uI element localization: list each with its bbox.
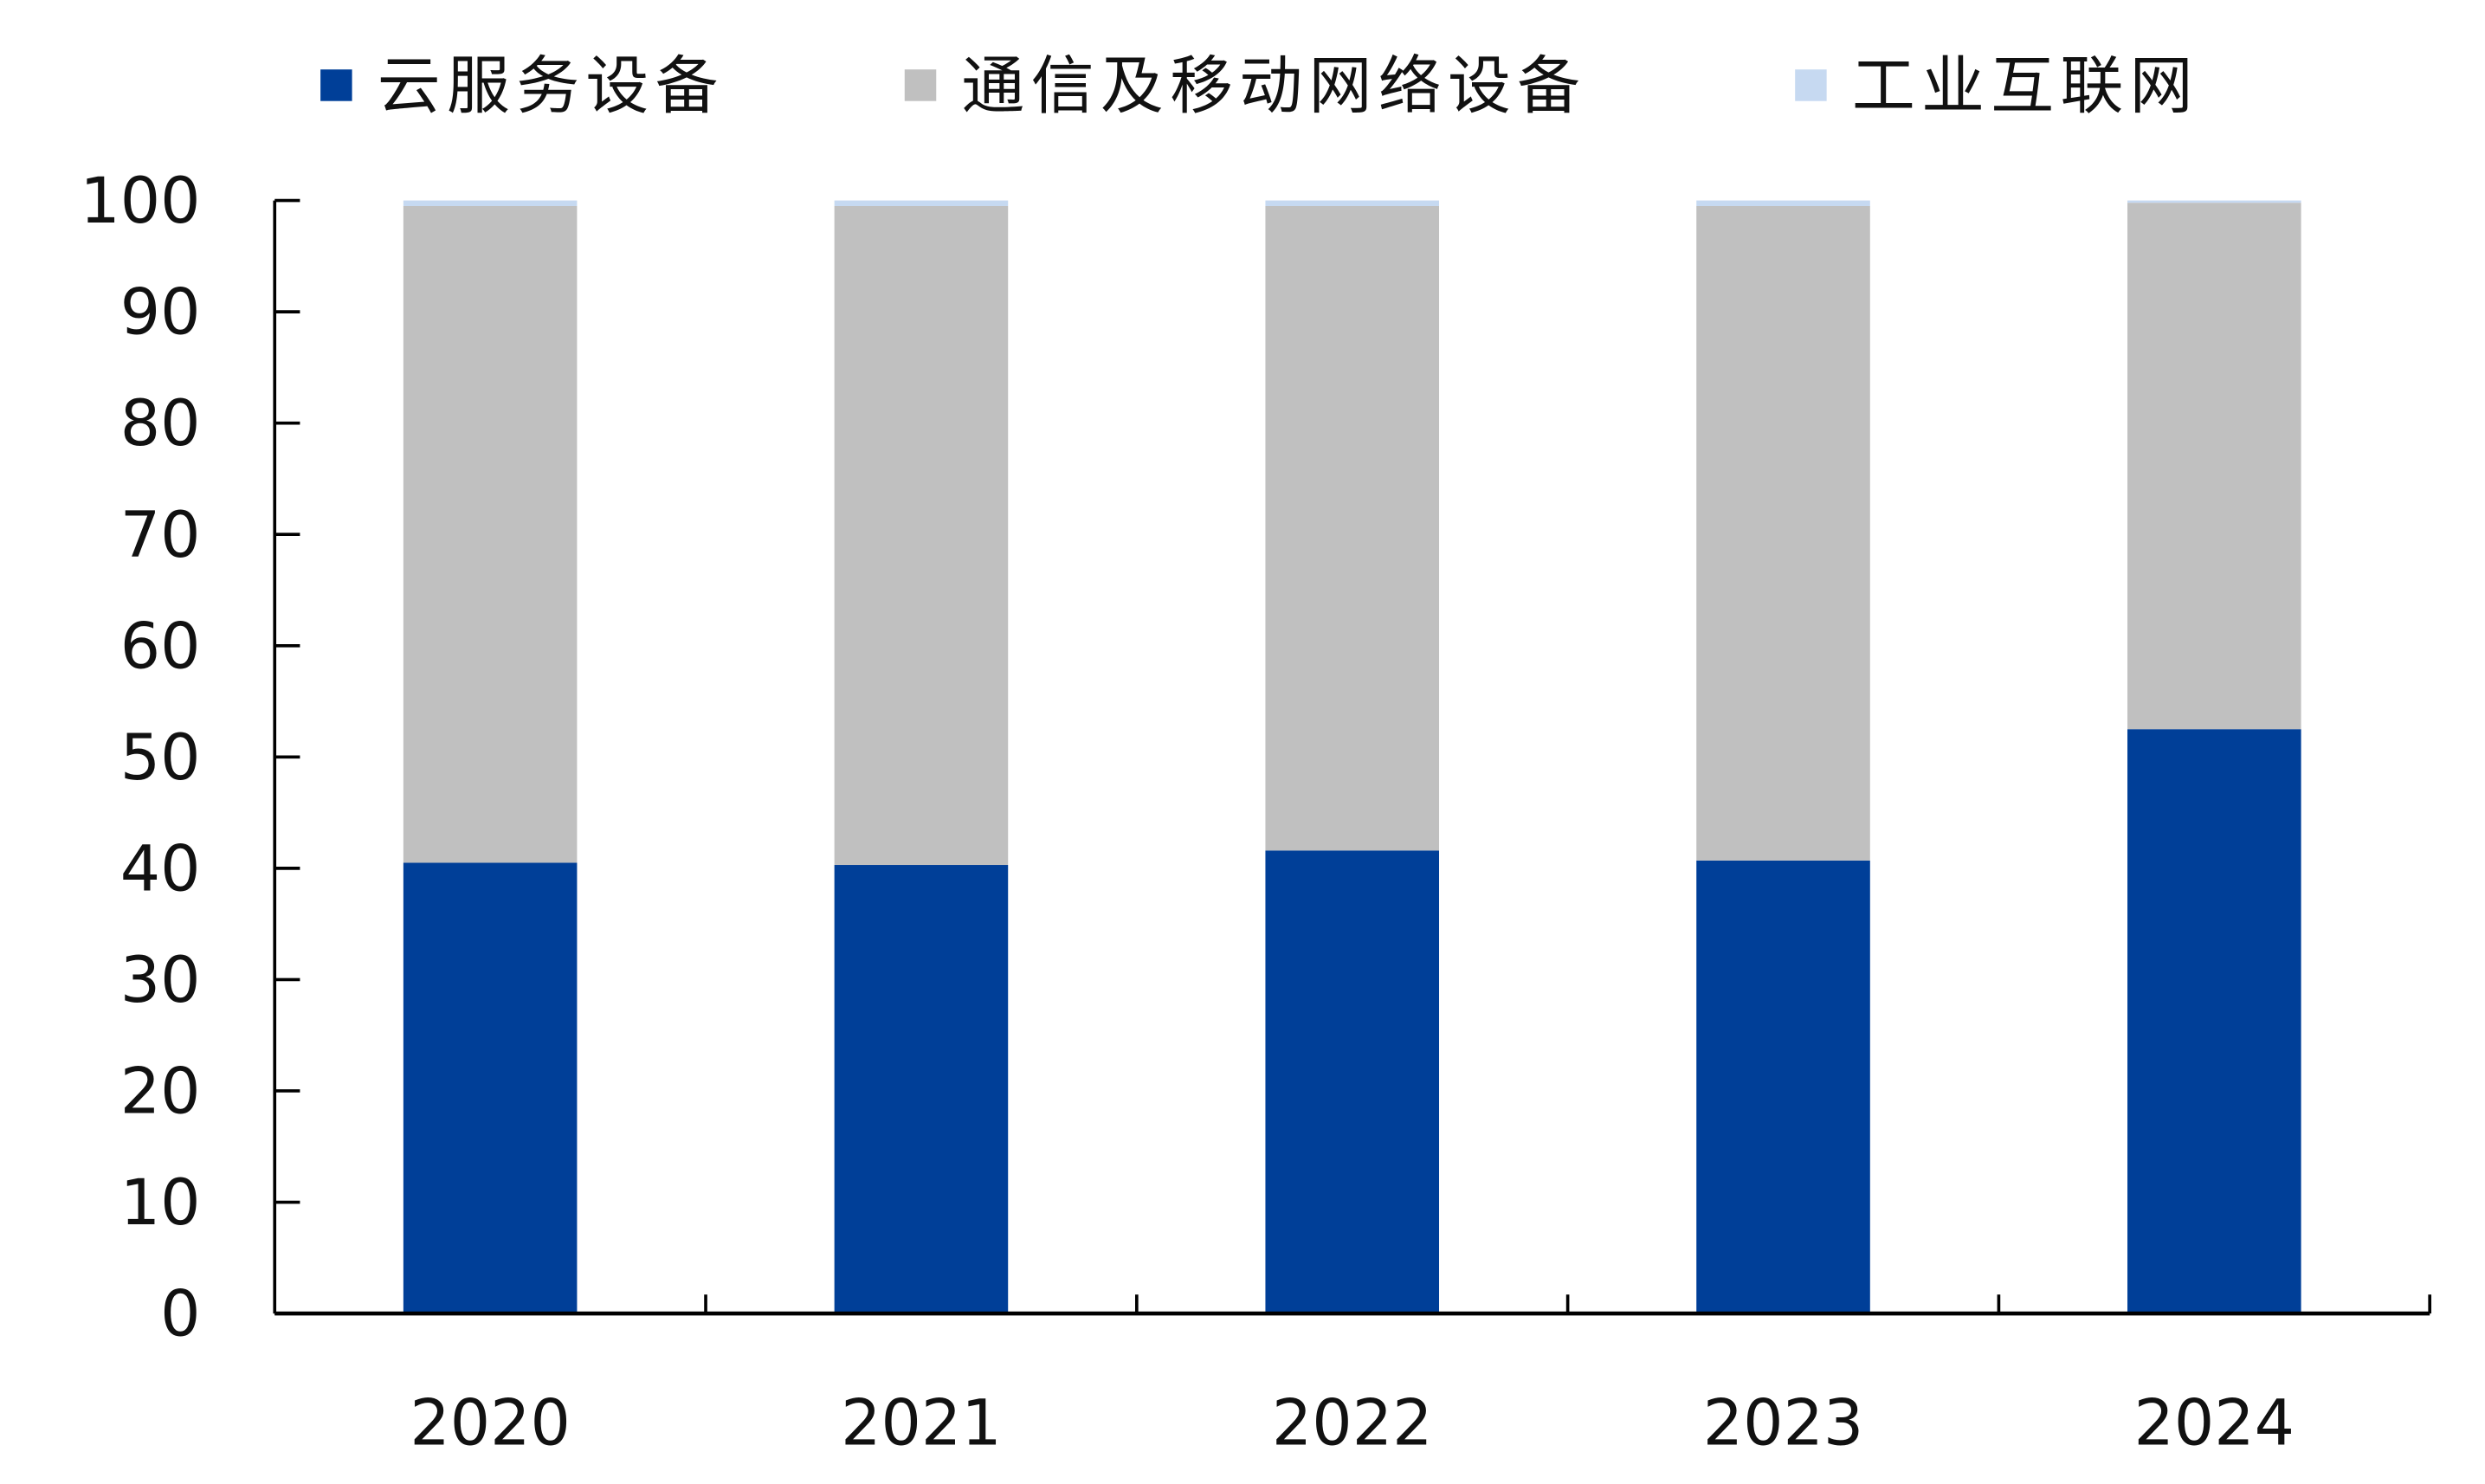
legend-swatch xyxy=(1795,69,1827,101)
y-tick-label: 70 xyxy=(120,499,201,572)
bar-segment-2021-2 xyxy=(834,200,1009,206)
bar-segment-2024-0 xyxy=(2127,729,2301,1314)
y-tick-label: 0 xyxy=(160,1278,200,1352)
y-tick-label: 60 xyxy=(120,610,201,683)
legend-label: 云服务设备 xyxy=(378,49,725,123)
y-tick-label: 100 xyxy=(80,165,200,238)
bar-segment-2021-0 xyxy=(834,865,1009,1314)
x-tick-label: 2024 xyxy=(2134,1386,2295,1460)
bar-segment-2020-0 xyxy=(403,862,578,1314)
bars xyxy=(403,200,2301,1314)
y-tick-label: 30 xyxy=(120,944,201,1017)
legend: 云服务设备 通信及移动网络设备 工业互联网 xyxy=(320,49,2199,123)
bar-segment-2021-1 xyxy=(834,205,1009,866)
y-tick-label: 40 xyxy=(120,832,201,906)
bar-segment-2022-1 xyxy=(1265,205,1440,851)
x-tick-label: 2022 xyxy=(1272,1386,1433,1460)
bar-segment-2023-0 xyxy=(1696,860,1870,1314)
x-tick-label: 2021 xyxy=(841,1386,1002,1460)
legend-label: 通信及移动网络设备 xyxy=(961,49,1586,123)
bar-segment-2022-0 xyxy=(1265,850,1440,1314)
legend-label: 工业互联网 xyxy=(1852,49,2199,123)
bar-segment-2023-2 xyxy=(1696,200,1870,206)
bar-segment-2022-2 xyxy=(1265,200,1440,206)
y-tick-label: 90 xyxy=(120,276,201,350)
x-tick-label: 2023 xyxy=(1703,1386,1864,1460)
axes: 2020 2021 2022 2023 2024 0 10 20 30 40 50 60 70 80 90 1… xyxy=(80,165,2432,1460)
bar-segment-2024-2 xyxy=(2127,200,2301,203)
y-tick-label: 80 xyxy=(120,387,201,461)
bar-segment-2020-2 xyxy=(403,200,578,206)
bar-segment-2020-1 xyxy=(403,205,578,863)
legend-swatch xyxy=(904,69,937,101)
legend-swatch xyxy=(320,69,352,101)
y-tick-label: 50 xyxy=(120,721,201,795)
x-tick-label: 2020 xyxy=(410,1386,571,1460)
y-tick-label: 20 xyxy=(120,1055,201,1128)
y-tick-label: 10 xyxy=(120,1166,201,1240)
bar-segment-2023-1 xyxy=(1696,205,1870,861)
bar-segment-2024-1 xyxy=(2127,203,2301,730)
